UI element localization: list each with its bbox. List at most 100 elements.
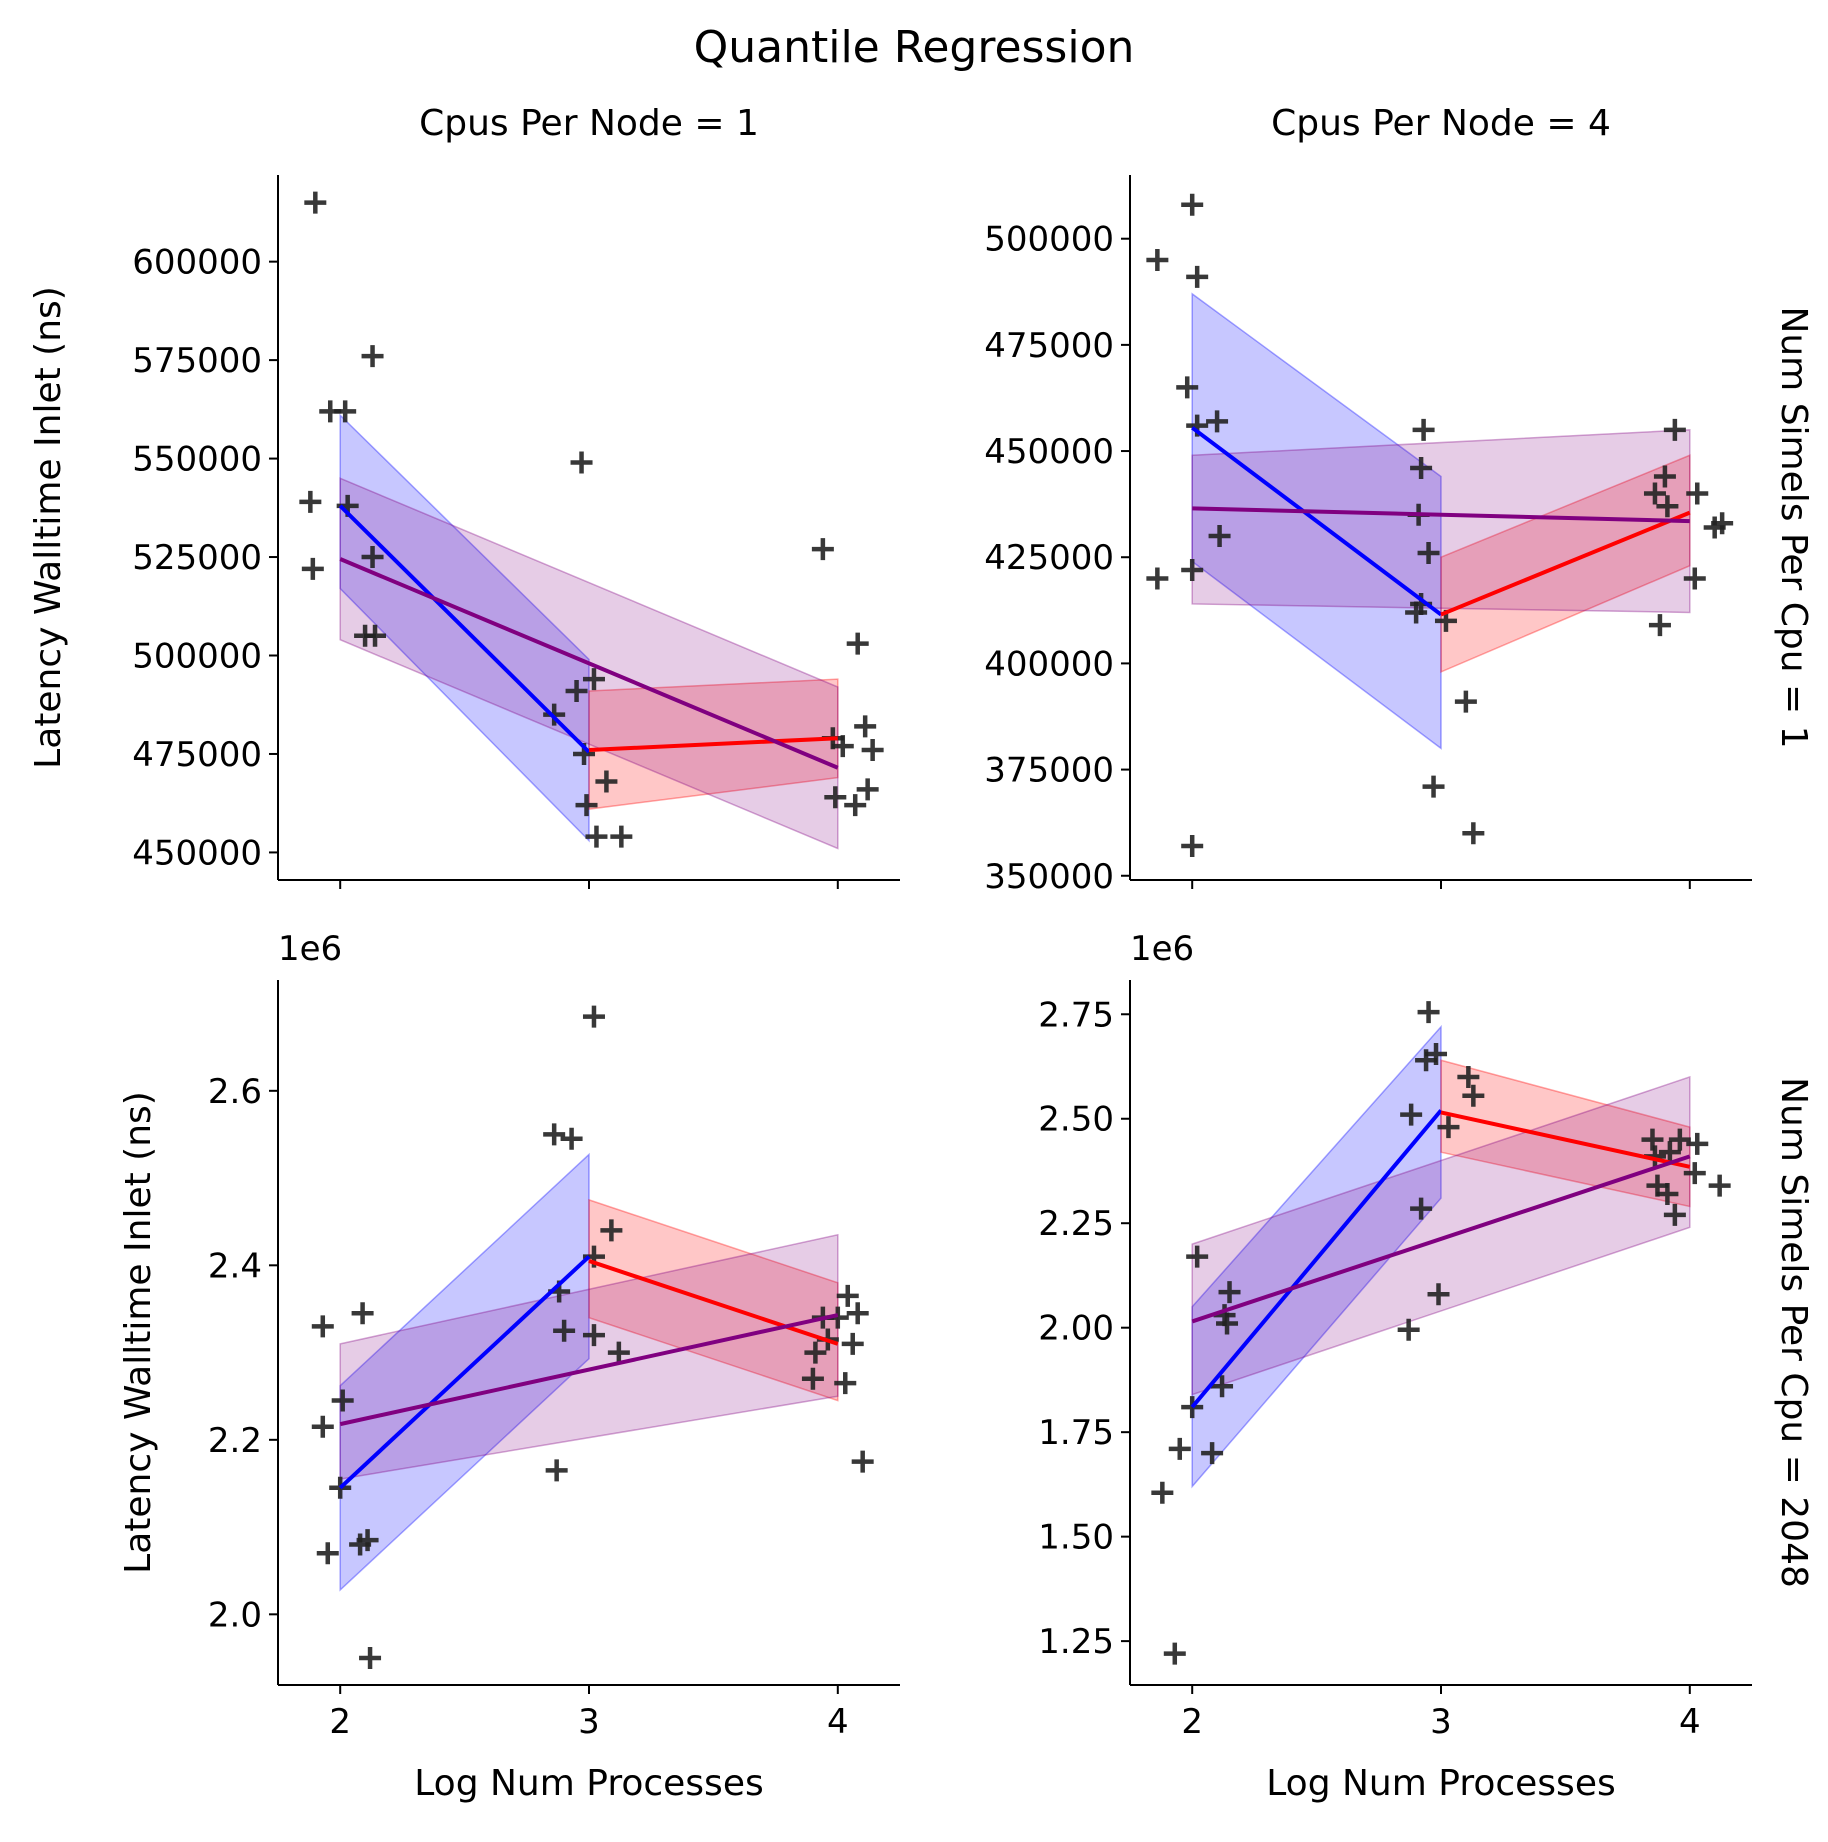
- data-point: [801, 1367, 824, 1390]
- y-tick-label: 600000: [132, 243, 262, 283]
- data-point: [1437, 1116, 1460, 1139]
- data-point: [811, 538, 834, 561]
- data-point: [1186, 265, 1209, 288]
- data-point: [1181, 1396, 1204, 1419]
- data-point: [595, 770, 618, 793]
- y-tick-label: 1.75: [1038, 1413, 1114, 1453]
- regression-line-low: [1190, 1109, 1443, 1409]
- panel-3: 2.0 2.2 2.4 2.6 2 3 4 1e6 Log Num Processes Laten…: [118, 929, 900, 1804]
- data-point: [1711, 512, 1734, 535]
- data-point: [1410, 457, 1433, 480]
- data-point: [1658, 1141, 1681, 1164]
- data-point: [1686, 1132, 1709, 1155]
- data-point: [570, 451, 593, 474]
- data-point: [846, 1302, 869, 1325]
- data-point: [545, 1459, 568, 1482]
- data-point: [299, 490, 322, 513]
- data-point: [1216, 1312, 1239, 1335]
- data-point: [1163, 1642, 1186, 1665]
- data-point: [836, 1284, 859, 1307]
- axis-offset-label: 1e6: [1130, 929, 1194, 969]
- x-axis-label: Log Num Processes: [414, 1763, 763, 1804]
- data-point: [1211, 1375, 1234, 1398]
- x-axis-label: Log Num Processes: [1266, 1763, 1615, 1804]
- data-point: [1708, 1174, 1731, 1197]
- panel-1: 450000 475000 500000 525000 550000 575000 6000…: [28, 103, 900, 889]
- data-point: [1648, 614, 1671, 637]
- row-label: Num Simels Per Cpu = 2048: [1773, 1077, 1814, 1588]
- data-point: [1410, 1197, 1433, 1220]
- data-point: [361, 546, 384, 569]
- data-point: [359, 1646, 382, 1669]
- y-tick-label: 2.4: [208, 1246, 262, 1286]
- y-tick-label: 400000: [984, 644, 1114, 684]
- data-point: [824, 786, 847, 809]
- data-point: [334, 400, 357, 423]
- data-point: [1146, 248, 1169, 271]
- y-tick-label: 2.6: [208, 1072, 262, 1112]
- data-point: [861, 739, 884, 762]
- y-tick-label: 2.75: [1038, 995, 1114, 1035]
- regression-line-low: [1190, 426, 1443, 617]
- data-point: [851, 1450, 874, 1473]
- y-tick-label: 475000: [132, 735, 262, 775]
- band-high: [588, 1198, 839, 1402]
- data-point: [1643, 482, 1666, 505]
- regression-line-high: [588, 1259, 839, 1346]
- regression-line-low: [338, 1255, 591, 1490]
- regression-line-all: [339, 1313, 839, 1427]
- data-point: [600, 1219, 623, 1242]
- y-tick-label: 450000: [984, 432, 1114, 472]
- data-point: [1201, 1442, 1224, 1465]
- data-point: [1397, 1318, 1420, 1341]
- data-point: [1422, 775, 1445, 798]
- data-point: [1663, 418, 1686, 441]
- y-tick-label: 550000: [132, 440, 262, 480]
- band-high: [1440, 1059, 1691, 1208]
- y-tick-label: 2.50: [1038, 1100, 1114, 1140]
- data-point: [1151, 1481, 1174, 1504]
- axis-offset-label: 1e6: [278, 929, 342, 969]
- x-tick-label: 3: [578, 1702, 600, 1742]
- data-point: [1181, 558, 1204, 581]
- data-point: [804, 1341, 827, 1364]
- y-tick-label: 2.0: [208, 1595, 262, 1635]
- panel-4: 1.25 1.50 1.75 2.00 2.25 2.50 2.75 2 3 4 1e6 Log Nu…: [1038, 929, 1814, 1804]
- data-point: [1641, 1128, 1664, 1151]
- data-point: [1186, 1245, 1209, 1268]
- data-point: [831, 735, 854, 758]
- data-point: [1417, 541, 1440, 564]
- data-point: [553, 1319, 576, 1342]
- x-tick-label: 4: [1679, 1702, 1701, 1742]
- data-point: [543, 1123, 566, 1146]
- regression-line-high: [588, 736, 838, 753]
- y-tick-label: 475000: [984, 326, 1114, 366]
- data-point: [351, 1302, 374, 1325]
- data-point: [1400, 1103, 1423, 1126]
- data-point: [582, 668, 605, 691]
- data-point: [1656, 1182, 1679, 1205]
- y-tick-label: 2.25: [1038, 1204, 1114, 1244]
- data-point: [844, 794, 867, 817]
- data-point: [854, 715, 877, 738]
- x-tick-label: 2: [1181, 1702, 1203, 1742]
- data-point: [1417, 1001, 1440, 1024]
- data-point: [1176, 376, 1199, 399]
- x-tick-label: 2: [329, 1702, 351, 1742]
- data-point: [585, 825, 608, 848]
- data-point: [841, 1332, 864, 1355]
- data-point: [1425, 1042, 1448, 1065]
- y-tick-label: 1.25: [1038, 1622, 1114, 1662]
- data-point: [1454, 690, 1477, 713]
- data-point: [1168, 1437, 1191, 1460]
- data-point: [856, 778, 879, 801]
- data-point: [311, 1315, 334, 1338]
- y-tick-label: 2.00: [1038, 1309, 1114, 1349]
- data-point: [316, 1542, 339, 1565]
- data-point: [607, 1341, 630, 1364]
- data-point: [1457, 1065, 1480, 1088]
- row-label: Num Simels Per Cpu = 1: [1773, 306, 1814, 748]
- data-point: [610, 825, 633, 848]
- data-point: [1656, 495, 1679, 518]
